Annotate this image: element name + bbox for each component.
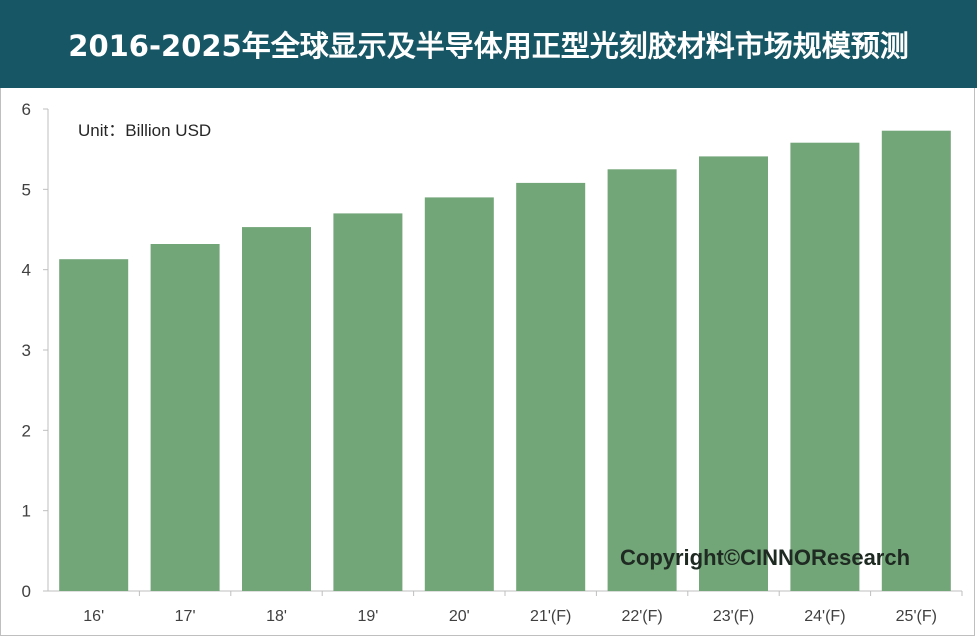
x-tick-label: 17' (175, 608, 196, 625)
y-tick-label: 0 (22, 582, 31, 601)
x-tick-label: 25'(F) (896, 608, 937, 625)
bar (881, 130, 951, 591)
y-tick-label: 6 (22, 100, 31, 119)
bar (699, 156, 768, 591)
x-tick-label: 18' (266, 608, 287, 625)
y-tick-label: 3 (22, 341, 31, 360)
x-tick-label: 16' (83, 608, 104, 625)
bar (516, 182, 586, 591)
x-tick-label: 24'(F) (804, 608, 845, 625)
x-tick-label: 20' (449, 608, 470, 625)
x-tick-label: 19' (357, 608, 378, 625)
bar (59, 259, 129, 591)
bar (242, 227, 311, 591)
chart-title: 2016-2025年全球显示及半导体用正型光刻胶材料市场规模预测 (68, 29, 909, 63)
y-tick-label: 2 (22, 421, 31, 440)
x-tick-label: 22'(F) (621, 608, 662, 625)
x-tick-label: 23'(F) (713, 608, 754, 625)
x-tick-label: 21'(F) (530, 608, 571, 625)
y-tick-label: 1 (22, 502, 31, 521)
y-tick-label: 5 (22, 180, 31, 199)
title-bar: 2016-2025年全球显示及半导体用正型光刻胶材料市场规模预测 (0, 0, 977, 88)
bar (150, 244, 220, 591)
bar (607, 169, 677, 592)
bar (790, 142, 860, 591)
y-tick-label: 4 (22, 261, 31, 280)
bar (424, 197, 494, 591)
bar (333, 213, 403, 591)
unit-label: Unit：Billion USD (78, 121, 212, 140)
copyright-watermark: Copyright©CINNOResearch (620, 545, 911, 570)
chart-frame (0, 88, 975, 636)
